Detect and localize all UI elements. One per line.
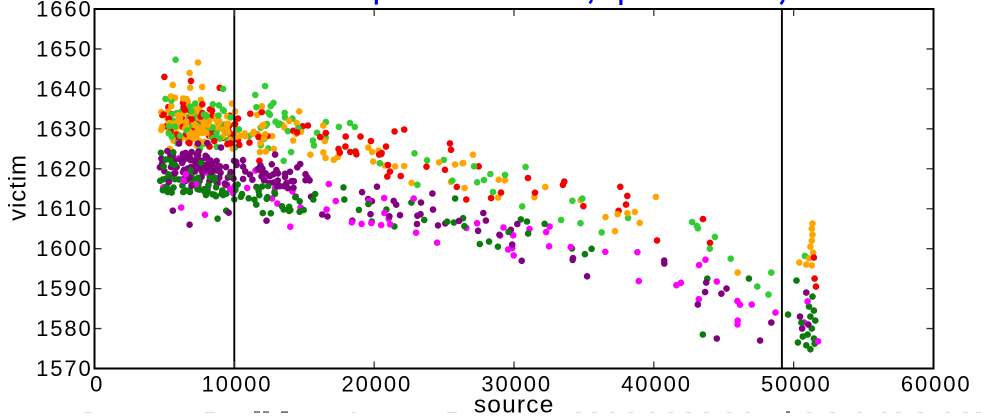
- svg-text:0: 0: [90, 372, 104, 397]
- svg-text:1650: 1650: [36, 36, 93, 61]
- svg-text:40000: 40000: [621, 372, 692, 397]
- svg-text:10000: 10000: [202, 372, 273, 397]
- svg-text:1640: 1640: [36, 76, 93, 101]
- svg-text:60000: 60000: [901, 372, 972, 397]
- svg-text:1630: 1630: [36, 116, 93, 141]
- svg-text:1620: 1620: [36, 156, 93, 181]
- svg-text:50000: 50000: [761, 372, 832, 397]
- svg-text:1610: 1610: [36, 196, 93, 221]
- svg-text:1660: 1660: [36, 0, 93, 22]
- svg-text:20000: 20000: [342, 372, 413, 397]
- svg-text:source: source: [474, 392, 555, 413]
- svg-text:1580: 1580: [36, 316, 93, 341]
- svg-text:victim: victim: [5, 154, 32, 221]
- svg-text:1590: 1590: [36, 276, 93, 301]
- svg-text:1600: 1600: [36, 236, 93, 261]
- svg-text:30000: 30000: [481, 372, 552, 397]
- svg-text:1570: 1570: [36, 356, 93, 381]
